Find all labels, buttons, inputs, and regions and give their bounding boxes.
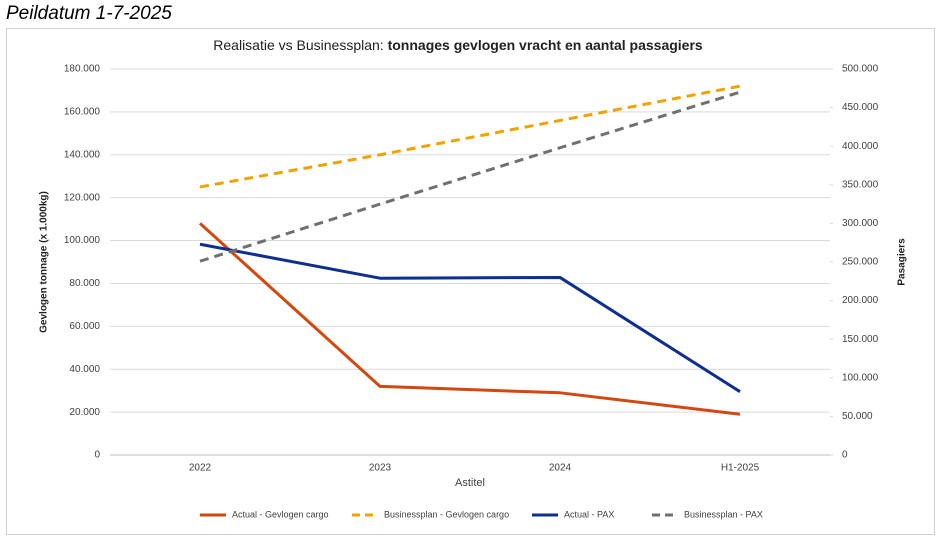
series-line bbox=[199, 90, 741, 263]
y-tick-label: 60.000 bbox=[69, 321, 100, 332]
y2-tick-label: 250.000 bbox=[842, 257, 879, 268]
y-tick-label: 140.000 bbox=[64, 149, 101, 160]
x-tick-label: 2023 bbox=[369, 463, 392, 474]
y2-tick-label: 100.000 bbox=[842, 372, 879, 383]
title-emphasis: tonnages gevlogen vracht en aantal passa… bbox=[388, 37, 703, 53]
chart-frame bbox=[6, 28, 935, 535]
x-tick-label: 2024 bbox=[549, 463, 572, 474]
y-tick-label: 160.000 bbox=[64, 107, 101, 118]
legend-label: Businessplan - PAX bbox=[684, 509, 763, 519]
y-tick-label: 180.000 bbox=[64, 64, 101, 75]
series-line bbox=[199, 242, 741, 393]
y2-tick-label: 400.000 bbox=[842, 141, 879, 152]
y2-tick-label: 200.000 bbox=[842, 295, 879, 306]
y2-tick-label: 50.000 bbox=[842, 411, 873, 422]
legend-label: Actual - PAX bbox=[564, 509, 614, 519]
legend-label: Actual - Gevlogen cargo bbox=[232, 509, 329, 519]
y2-tick-label: 0 bbox=[842, 450, 848, 461]
y2-tick-label: 350.000 bbox=[842, 179, 879, 190]
series-line bbox=[199, 84, 741, 189]
x-axis-label: Astitel bbox=[455, 477, 485, 489]
y-tick-label: 120.000 bbox=[64, 192, 101, 203]
chart-title: Realisatie vs Businessplan: tonnages gev… bbox=[213, 37, 703, 53]
y-tick-label: 100.000 bbox=[64, 235, 101, 246]
y-axis-label: Gevlogen tonnage (x 1.000kg) bbox=[39, 191, 50, 333]
y-tick-label: 0 bbox=[94, 450, 100, 461]
header: Peildatum 1-7-2025 bbox=[6, 3, 172, 24]
y-tick-label: 80.000 bbox=[69, 278, 100, 289]
y2-tick-label: 450.000 bbox=[842, 102, 879, 113]
x-tick-label: 2022 bbox=[189, 463, 212, 474]
x-tick-label: H1-2025 bbox=[721, 463, 760, 474]
y2-tick-label: 300.000 bbox=[842, 218, 879, 229]
title-part: Realisatie vs Businessplan: bbox=[213, 37, 387, 53]
y2-axis-label: Pasagiers bbox=[897, 238, 908, 286]
legend-label: Businessplan - Gevlogen cargo bbox=[384, 509, 509, 519]
y-tick-label: 20.000 bbox=[69, 407, 100, 418]
y2-tick-label: 150.000 bbox=[842, 334, 879, 345]
y2-tick-label: 500.000 bbox=[842, 64, 879, 75]
series-line bbox=[198, 222, 741, 416]
y-tick-label: 40.000 bbox=[69, 364, 100, 375]
